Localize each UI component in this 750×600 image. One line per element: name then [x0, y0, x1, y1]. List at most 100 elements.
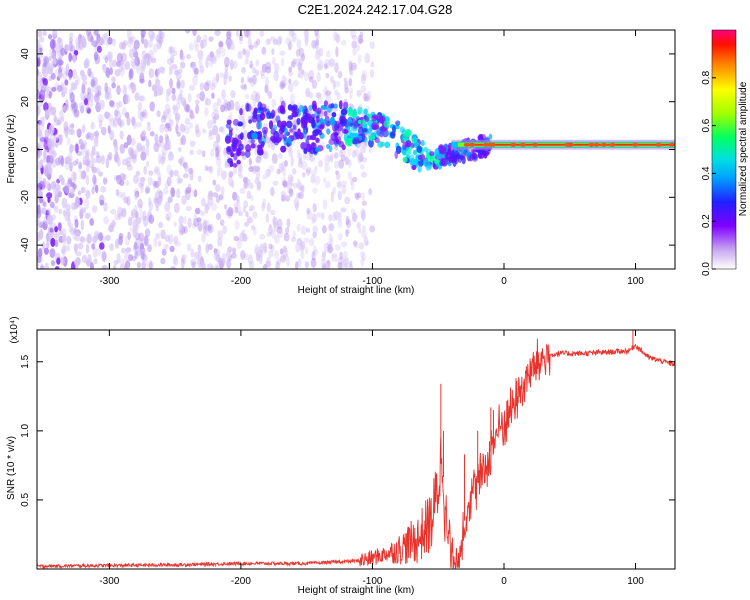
heatmap-cell: [141, 261, 146, 269]
heatmap-cell: [300, 248, 305, 260]
heatmap-cell: [42, 78, 48, 87]
heatmap-cell: [63, 121, 69, 132]
heatmap-cell: [37, 248, 43, 258]
heatmap-cell: [328, 223, 335, 232]
heatmap-cell: [156, 110, 161, 118]
heatmap-cell: [180, 79, 185, 89]
heatmap-cell: [37, 30, 43, 38]
heatmap-cell: [160, 229, 166, 240]
colorbar-tick-label: 0.0: [701, 262, 712, 276]
heatmap-cell: [165, 213, 169, 221]
heatmap-cell: [230, 152, 235, 158]
heatmap-cell: [176, 79, 181, 89]
heatmap-cell: [64, 44, 70, 52]
carrier-peak: [600, 142, 607, 147]
heatmap-cell: [194, 99, 200, 105]
heatmap-cell: [232, 166, 238, 175]
heatmap-xtick-label: 100: [627, 276, 644, 287]
heatmap-cell: [60, 256, 65, 266]
heatmap-cell: [348, 264, 354, 269]
heatmap-cell: [288, 41, 292, 51]
heatmap-cell: [76, 75, 80, 86]
heatmap-cell: [303, 237, 310, 244]
heatmap-cell: [282, 253, 288, 259]
heatmap-cell: [353, 240, 357, 247]
heatmap-cell: [137, 101, 143, 111]
heatmap-cell: [101, 250, 107, 262]
heatmap-cell: [88, 100, 94, 108]
heatmap-cell: [204, 203, 209, 214]
heatmap-cell: [216, 170, 221, 177]
heatmap-cell: [344, 82, 349, 90]
heatmap-cell: [97, 37, 104, 46]
heatmap-cell: [139, 210, 144, 221]
heatmap-cell: [121, 247, 126, 254]
heatmap-cell: [298, 104, 305, 112]
heatmap-cell: [351, 138, 359, 145]
heatmap-cell: [344, 156, 350, 166]
heatmap-cell: [265, 76, 269, 88]
heatmap-cell: [212, 115, 217, 125]
heatmap-cell: [345, 229, 349, 238]
heatmap-cell: [352, 47, 357, 56]
heatmap-cell: [181, 254, 188, 260]
heatmap-cell: [255, 59, 260, 67]
heatmap-cell: [79, 69, 85, 77]
heatmap-cell: [335, 46, 339, 58]
heatmap-cell: [311, 217, 316, 224]
heatmap-cell: [83, 97, 88, 106]
heatmap-cell: [44, 262, 50, 269]
heatmap-cell: [147, 121, 151, 127]
heatmap-cell: [356, 192, 362, 199]
heatmap-cell: [360, 250, 364, 258]
heatmap-cell: [292, 230, 296, 240]
heatmap-cell: [132, 119, 137, 130]
heatmap-cell: [154, 78, 161, 89]
heatmap-cell: [79, 171, 85, 181]
heatmap-cell: [349, 177, 354, 186]
heatmap-cell: [149, 101, 155, 112]
heatmap-cell: [229, 59, 234, 71]
heatmap-cell: [46, 138, 52, 149]
snr-xtick-label: -200: [231, 576, 251, 587]
heatmap-cell: [210, 148, 215, 157]
heatmap-cell: [73, 215, 78, 223]
heatmap-cell: [252, 165, 259, 172]
heatmap-cell: [69, 161, 73, 172]
heatmap-cell: [306, 143, 312, 152]
heatmap-cell: [119, 130, 124, 140]
heatmap-cell: [202, 219, 207, 228]
heatmap-cell: [74, 263, 79, 269]
heatmap-cell: [288, 66, 292, 73]
heatmap-cell: [155, 74, 159, 83]
heatmap-cell: [131, 58, 138, 70]
heatmap-cell: [110, 76, 116, 83]
heatmap-cell: [193, 67, 199, 75]
heatmap-cell: [275, 115, 281, 124]
heatmap-cell: [298, 56, 304, 66]
heatmap-cell: [82, 79, 88, 86]
heatmap-cell: [409, 154, 415, 163]
heatmap-cell: [331, 254, 335, 262]
heatmap-cell: [347, 159, 352, 168]
heatmap-cell: [148, 260, 153, 269]
heatmap-cell: [114, 68, 121, 77]
heatmap-cell: [341, 148, 347, 157]
heatmap-cell: [173, 202, 180, 214]
heatmap-cell: [338, 232, 343, 241]
heatmap-cell: [168, 66, 173, 76]
heatmap-cell: [65, 63, 70, 75]
heatmap-cell: [146, 125, 152, 132]
heatmap-cell: [342, 250, 348, 262]
heatmap-cell: [276, 168, 281, 175]
heatmap-cell: [124, 111, 130, 119]
heatmap-cell: [323, 100, 328, 107]
snr-multiplier: (x10⁴): [9, 316, 20, 343]
heatmap-cell: [357, 119, 362, 125]
heatmap-cell: [90, 78, 96, 88]
snr-xlabel: Height of straight line (km): [298, 585, 415, 596]
heatmap-cell: [296, 223, 301, 232]
heatmap-cell: [41, 241, 46, 251]
heatmap-cell: [42, 55, 49, 66]
heatmap-cell: [92, 247, 98, 259]
